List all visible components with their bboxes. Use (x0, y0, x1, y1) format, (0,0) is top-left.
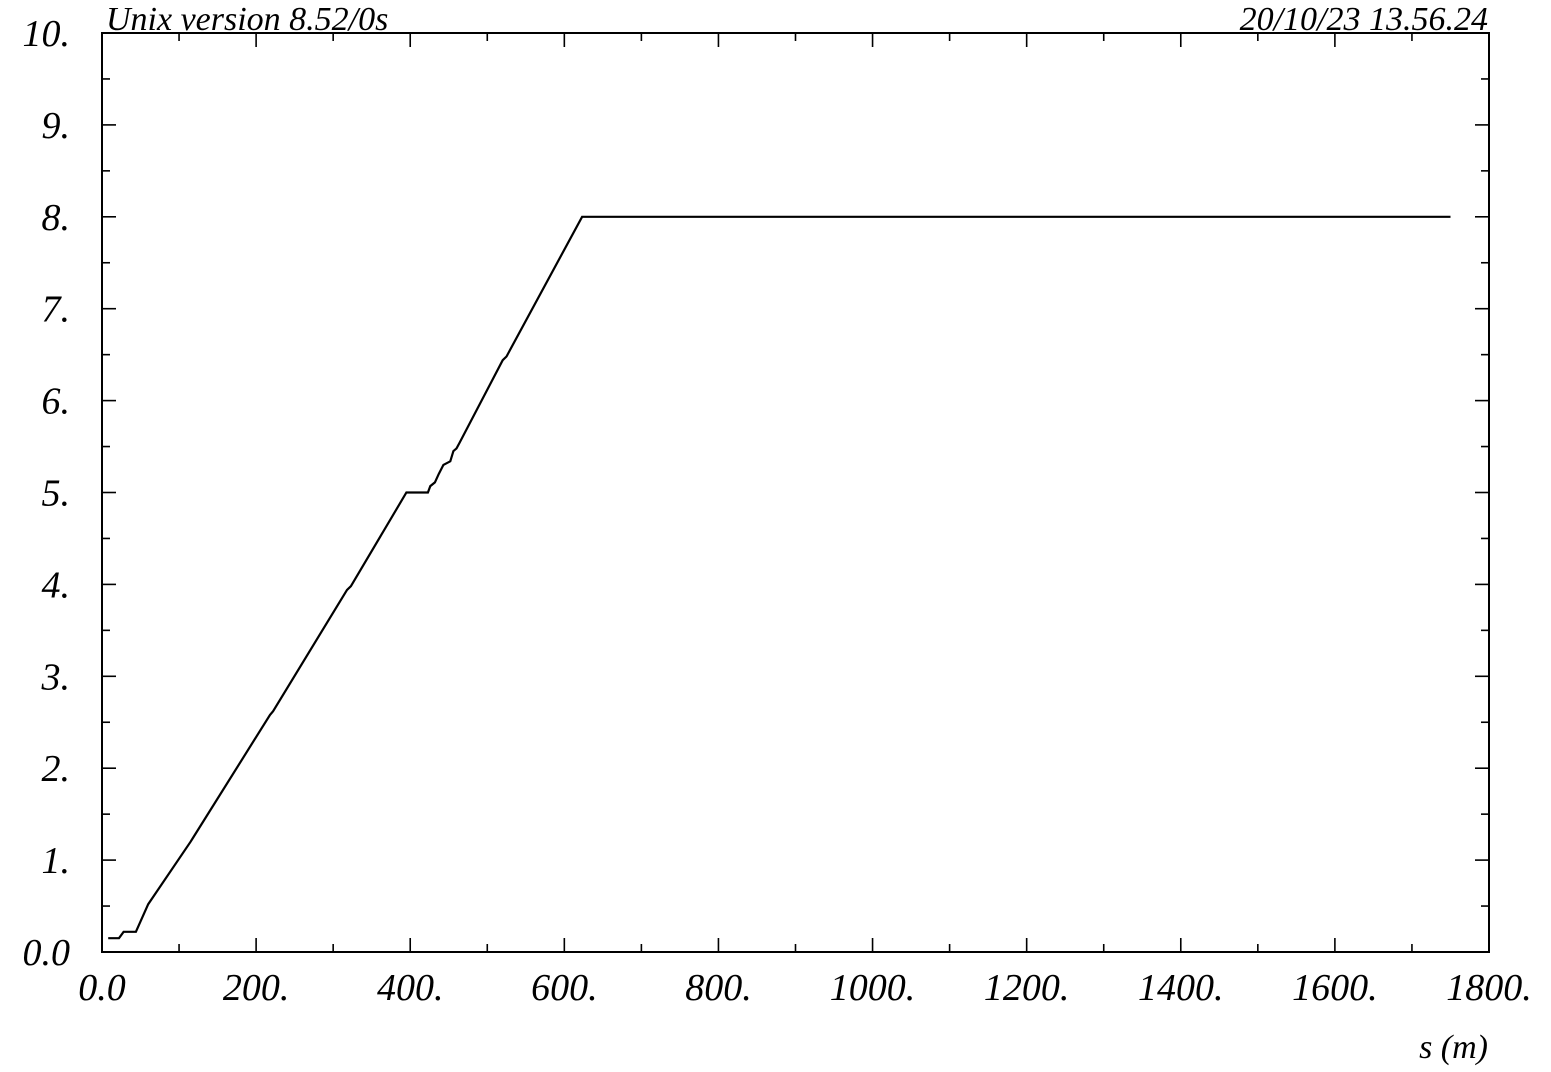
x-tick-label: 600. (531, 967, 598, 1009)
y-tick-label: 7. (42, 289, 71, 331)
y-tick-label: 3. (41, 656, 71, 698)
y-tick-label: 9. (42, 105, 71, 147)
x-tick-label: 200. (223, 967, 290, 1009)
y-tick-label: 6. (42, 381, 71, 423)
y-tick-label: 2. (42, 748, 71, 790)
data-line-series (108, 215, 1451, 940)
y-tick-label: 10. (23, 13, 71, 55)
x-tick-label: 1800. (1446, 967, 1532, 1009)
x-tick-label: 1200. (984, 967, 1070, 1009)
x-axis-label: s (m) (1419, 1029, 1488, 1066)
tick-labels: 0.0 200. 400. 600. 800. 1000. 1200. 1400. 1600. 1… (23, 13, 1532, 1009)
header-right-text: 20/10/23 13.56.24 (1240, 1, 1488, 38)
header-left-text: Unix version 8.52/0s (106, 1, 388, 38)
y-tick-label: 4. (42, 564, 71, 606)
x-tick-label: 0.0 (78, 967, 126, 1009)
x-tick-label: 1000. (830, 967, 916, 1009)
y-tick-label: 8. (42, 197, 71, 239)
y-tick-label: 1. (42, 840, 71, 882)
y-tick-label: 0.0 (23, 932, 71, 974)
x-tick-label: 1600. (1292, 967, 1378, 1009)
x-tick-label: 800. (685, 967, 752, 1009)
x-tick-label: 1400. (1138, 967, 1224, 1009)
plot-frame (101, 32, 1490, 953)
x-tick-label: 400. (377, 967, 444, 1009)
axis-ticks (101, 32, 1490, 953)
y-tick-label: 5. (42, 473, 71, 515)
